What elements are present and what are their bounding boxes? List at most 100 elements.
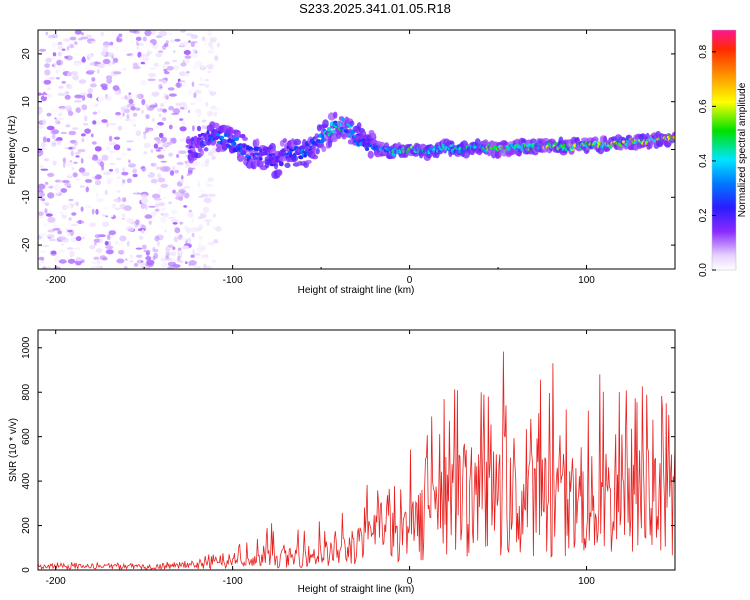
spectrogram-noise-cell — [167, 244, 174, 248]
spectrogram-noise-cell — [162, 79, 167, 84]
spectrogram-noise-cell — [167, 266, 174, 269]
spectrogram-ridge-halo — [322, 119, 329, 128]
spectrogram-noise-cell — [181, 119, 186, 126]
spectrogram-noise-cell — [127, 148, 132, 151]
spectrogram-noise-cell — [64, 94, 71, 100]
spectrogram-noise-cell — [141, 98, 146, 106]
spectrogram-noise-cell — [44, 63, 50, 68]
spectrogram-noise-cell — [161, 262, 168, 268]
spectrogram-noise-cell — [168, 105, 175, 111]
spectrogram-noise-cell — [144, 214, 153, 219]
spectrogram-noise-cell — [39, 93, 48, 96]
spectrogram-noise-cell — [155, 125, 159, 129]
spectrogram-noise-cell — [160, 183, 168, 188]
spectrogram-noise-cell — [203, 81, 211, 84]
spectrogram-noise-cell — [201, 36, 206, 42]
spectrogram-noise-cell — [173, 165, 183, 171]
spectrogram-x-tick-label: 0 — [407, 275, 413, 286]
spectrogram-noise-cell — [147, 78, 156, 82]
spectrogram-noise-cell — [151, 30, 156, 36]
spectrogram-noise-cell — [123, 205, 132, 211]
spectrogram-noise-cell — [94, 146, 102, 152]
spectrogram-noise-cell — [194, 112, 199, 116]
spectrogram-noise-cell — [132, 168, 138, 174]
spectrogram-noise-cell — [115, 111, 121, 116]
spectrogram-noise-cell — [145, 127, 149, 134]
spectrogram-noise-cell — [207, 173, 211, 178]
spectrogram-noise-cell — [180, 236, 188, 243]
spectrogram-noise-cell — [158, 83, 163, 90]
snr-background — [38, 330, 675, 570]
spectrogram-noise-cell — [89, 245, 96, 250]
spectrogram-noise-cell — [102, 47, 109, 52]
spectrogram-noise-cell — [196, 52, 202, 56]
spectrogram-noise-cell — [116, 176, 121, 179]
spectrogram-noise-cell — [132, 173, 138, 178]
spectrogram-noise-cell — [140, 79, 147, 86]
spectrogram-noise-cell — [75, 166, 81, 170]
spectrogram-noise-cell — [99, 238, 103, 243]
spectrogram-noise-cell — [143, 151, 148, 155]
spectrogram-noise-cell — [58, 249, 66, 253]
spectrogram-noise-cell — [58, 259, 67, 264]
spectrogram-noise-cell — [88, 40, 91, 44]
spectrogram-noise-cell — [143, 133, 147, 140]
spectrogram-noise-cell — [187, 167, 193, 173]
spectrogram-noise-cell — [47, 216, 56, 223]
spectrogram-noise-cell — [140, 197, 149, 204]
spectrogram-noise-cell — [91, 156, 99, 161]
spectrogram-noise-cell — [75, 201, 79, 207]
spectrogram-noise-cell — [180, 62, 187, 67]
spectrogram-noise-cell — [64, 55, 69, 59]
snr-frame — [37, 329, 676, 571]
spectrogram-noise-cell — [184, 55, 192, 59]
spectrogram-noise-cell — [170, 209, 178, 215]
spectrogram-noise-cell — [207, 30, 213, 37]
spectrogram-noise-cell — [145, 266, 149, 269]
spectrogram-noise-cell — [147, 189, 154, 193]
spectrogram-noise-cell — [81, 57, 87, 63]
spectrogram-noise-cell — [188, 260, 197, 266]
spectrogram-noise-cell — [128, 163, 136, 168]
spectrogram-noise-cell — [128, 98, 134, 105]
spectrogram-noise-cell — [81, 171, 90, 177]
spectrogram-noise-cell — [68, 217, 72, 221]
spectrogram-noise-cell — [156, 107, 161, 113]
spectrogram-noise-cell — [192, 49, 198, 54]
spectrogram-noise-cell — [52, 142, 57, 147]
spectrogram-noise-cell — [75, 236, 82, 242]
spectrogram-noise-cell — [143, 142, 151, 149]
spectrogram-noise-cell — [109, 162, 116, 165]
spectrogram-noise-cell — [80, 32, 84, 36]
spectrogram-noise-cell — [190, 41, 195, 47]
spectrogram-noise-cell — [185, 71, 190, 74]
spectrogram-noise-cell — [47, 183, 52, 187]
spectrogram-noise-cell — [78, 167, 86, 173]
spectrogram-noise-cell — [162, 108, 167, 113]
spectrogram-noise-cell — [195, 202, 201, 207]
spectrogram-noise-cell — [121, 96, 125, 100]
spectrogram-noise-cell — [140, 203, 146, 209]
spectrogram-noise-cell — [92, 111, 98, 115]
spectrogram-noise-cell — [135, 93, 142, 99]
spectrogram-ridge-cell — [332, 129, 335, 134]
colorbar-tick-label: 0.0 — [698, 263, 709, 277]
spectrogram-noise-cell — [133, 124, 137, 127]
spectrogram-noise-cell — [97, 109, 102, 114]
spectrogram-noise-cell — [154, 235, 160, 242]
spectrogram-noise-cell — [150, 211, 157, 217]
spectrogram-noise-cell — [178, 150, 187, 154]
spectrogram-ridge-halo — [370, 132, 377, 138]
spectrogram-noise-cell — [57, 92, 66, 97]
spectrogram-noise-cell — [195, 97, 203, 103]
spectrogram-noise-cell — [51, 129, 60, 135]
spectrogram-noise-cell — [95, 61, 101, 65]
spectrogram-ridge-halo — [603, 135, 608, 144]
spectrogram-noise-cell — [160, 160, 167, 163]
spectrogram-noise-cell — [47, 236, 52, 239]
spectrogram-noise-cell — [204, 84, 210, 88]
spectrogram-noise-cell — [66, 72, 72, 77]
spectrogram-noise-cell — [152, 193, 161, 199]
